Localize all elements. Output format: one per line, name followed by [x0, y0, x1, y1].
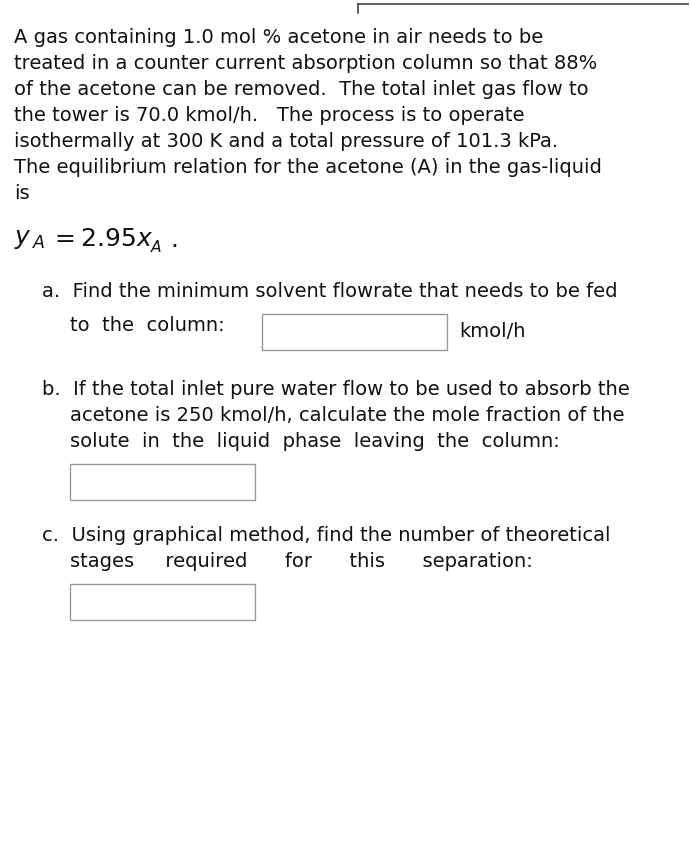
Text: a.  Find the minimum solvent flowrate that needs to be fed: a. Find the minimum solvent flowrate tha…	[42, 282, 618, 301]
Text: The equilibrium relation for the acetone (A) in the gas-liquid: The equilibrium relation for the acetone…	[14, 158, 602, 177]
Text: solute  in  the  liquid  phase  leaving  the  column:: solute in the liquid phase leaving the c…	[70, 432, 560, 451]
Text: c.  Using graphical method, find the number of theoretical: c. Using graphical method, find the numb…	[42, 526, 611, 545]
Text: stages     required      for      this      separation:: stages required for this separation:	[70, 552, 533, 571]
Text: .: .	[170, 228, 178, 252]
Text: isothermally at 300 K and a total pressure of 101.3 kPa.: isothermally at 300 K and a total pressu…	[14, 132, 558, 151]
Text: kmol/h: kmol/h	[459, 322, 526, 341]
FancyBboxPatch shape	[70, 464, 255, 500]
Text: treated in a counter current absorption column so that 88%: treated in a counter current absorption …	[14, 54, 598, 73]
Text: the tower is 70.0 kmol/h.   The process is to operate: the tower is 70.0 kmol/h. The process is…	[14, 106, 524, 125]
Text: $y_{\,A}$: $y_{\,A}$	[14, 228, 45, 251]
Text: A gas containing 1.0 mol % acetone in air needs to be: A gas containing 1.0 mol % acetone in ai…	[14, 28, 543, 47]
Text: acetone is 250 kmol/h, calculate the mole fraction of the: acetone is 250 kmol/h, calculate the mol…	[70, 406, 624, 425]
FancyBboxPatch shape	[70, 584, 255, 620]
Text: $=2.95x$: $=2.95x$	[50, 228, 153, 252]
Text: is: is	[14, 184, 30, 203]
FancyBboxPatch shape	[262, 314, 447, 350]
Text: to  the  column:: to the column:	[70, 316, 225, 335]
Text: b.  If the total inlet pure water flow to be used to absorb the: b. If the total inlet pure water flow to…	[42, 380, 630, 399]
Text: of the acetone can be removed.  The total inlet gas flow to: of the acetone can be removed. The total…	[14, 80, 589, 99]
Text: $_{A}$: $_{A}$	[150, 234, 162, 255]
